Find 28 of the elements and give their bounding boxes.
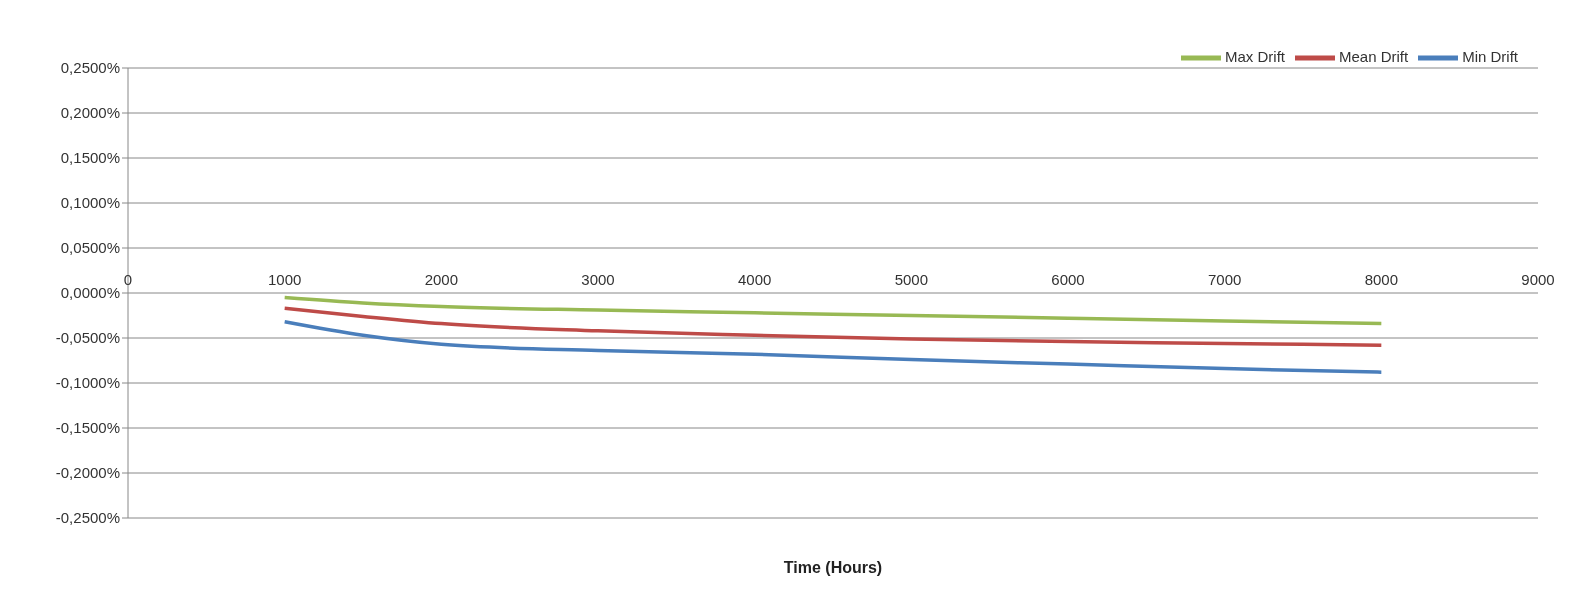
- y-tick-label: -0,1000%: [55, 374, 120, 392]
- y-tick-label: -0,2500%: [55, 509, 120, 527]
- line-series: [282, 295, 1384, 326]
- y-tick-label: 0,2000%: [60, 104, 120, 122]
- y-tick-label: -0,2000%: [55, 464, 120, 482]
- x-tick-label: 4000: [737, 271, 772, 288]
- y-tick-label: -0,1500%: [55, 419, 120, 437]
- y-tick-label: 0,2500%: [60, 59, 120, 77]
- x-tick-label: 5000: [894, 271, 929, 288]
- x-tick-label: 8000: [1364, 271, 1399, 288]
- x-axis-title: Time (Hours): [783, 559, 883, 576]
- y-tick-label: 0,1500%: [60, 149, 120, 167]
- x-tick-label: 2000: [424, 271, 459, 288]
- y-tick-label: 0,0500%: [60, 239, 120, 257]
- y-tick-label: 0,1000%: [60, 194, 120, 212]
- x-tick-label: 0: [123, 271, 133, 288]
- legend-label: Mean Drift: [1338, 47, 1409, 65]
- x-tick-label: 9000: [1521, 271, 1555, 288]
- y-tick-label: -0,0500%: [55, 329, 120, 347]
- x-tick-label: 6000: [1051, 271, 1085, 288]
- legend-label: Max Drift: [1224, 47, 1285, 65]
- y-tick-label: 0,0000%: [60, 284, 120, 302]
- x-tick-label: 3000: [581, 271, 615, 288]
- line-series: [282, 306, 1384, 347]
- line-series: [282, 320, 1384, 374]
- x-tick-label: 1000: [267, 271, 302, 288]
- x-tick-label: 7000: [1207, 271, 1242, 288]
- legend-label: Min Drift: [1462, 47, 1518, 65]
